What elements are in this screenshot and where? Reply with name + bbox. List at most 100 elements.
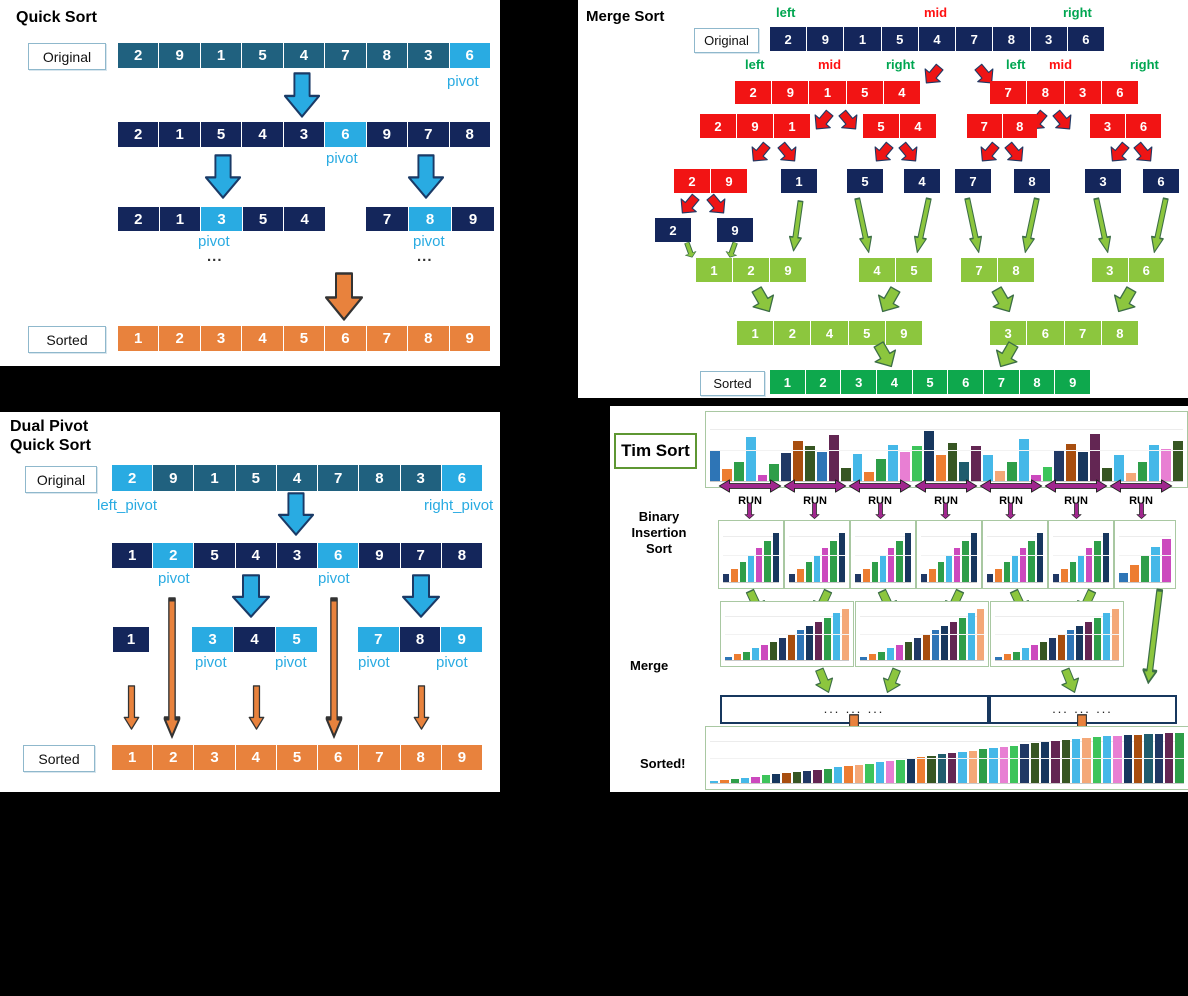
array-cell: 1 — [112, 543, 153, 568]
bar — [1090, 433, 1100, 481]
merge-arrow-icon — [914, 197, 932, 254]
bar — [962, 540, 969, 582]
array-cell: 9 — [772, 81, 809, 104]
bar — [1067, 630, 1074, 660]
run-label: RUN — [803, 495, 827, 507]
array-cell: 5 — [896, 258, 932, 282]
array-cell: 3 — [400, 465, 441, 491]
bar — [1123, 735, 1133, 783]
ellipsis: ... — [207, 248, 223, 265]
left-label: left — [1006, 57, 1026, 72]
bar — [806, 626, 813, 660]
right-label: right — [1063, 5, 1092, 20]
bar-chart — [860, 607, 984, 661]
array-cell: 7 — [1064, 321, 1101, 345]
bar — [834, 767, 843, 783]
array-cell: 4 — [904, 169, 940, 193]
bar-chart — [1053, 526, 1109, 583]
array-cell: 8 — [441, 543, 482, 568]
array-cell: 6 — [1027, 321, 1064, 345]
merge-arrow-icon — [1151, 197, 1169, 254]
bar — [743, 651, 750, 660]
bar — [830, 540, 837, 582]
array-cell: 3 — [283, 122, 325, 147]
right-label: right — [1130, 57, 1159, 72]
down-arrow-icon — [248, 685, 265, 730]
bar — [935, 455, 946, 481]
bar — [923, 431, 934, 481]
bar — [1049, 638, 1056, 660]
bar — [1094, 540, 1101, 582]
bar — [863, 568, 870, 582]
array-cell: 7 — [984, 370, 1019, 394]
split-arrow-icon — [898, 141, 918, 162]
bar — [1162, 539, 1171, 582]
pivot-label: pivot — [358, 654, 390, 671]
bar — [1151, 547, 1161, 582]
bar — [769, 464, 780, 481]
array-cell: 3 — [1085, 169, 1121, 193]
pivot-label: pivot — [326, 150, 358, 167]
array-cell: 4 — [283, 43, 325, 68]
array-cell: 4 — [276, 465, 318, 491]
bar — [1144, 734, 1153, 783]
bar — [885, 761, 895, 783]
array-cell: 2 — [153, 745, 194, 770]
array-cell: 2 — [735, 81, 772, 104]
bar — [995, 470, 1005, 481]
array-cell: 2 — [805, 370, 841, 394]
array-cell: 1 — [696, 258, 732, 282]
array-cell: 6 — [1067, 27, 1104, 51]
bar — [824, 617, 831, 660]
array-cell: 1 — [194, 465, 235, 491]
array-cell: 3 — [200, 326, 242, 351]
left-pivot-label: left_pivot — [97, 497, 158, 514]
array-cell: 6 — [441, 465, 482, 491]
bar — [1058, 634, 1065, 660]
bar — [947, 753, 957, 783]
bar — [725, 656, 732, 660]
bar — [916, 757, 926, 783]
array-row: 4 — [904, 169, 940, 193]
split-arrow-icon — [1133, 141, 1153, 162]
run-range-arrow-icon — [1044, 479, 1108, 493]
bar-chart — [710, 732, 1184, 784]
array-cell: 8 — [408, 326, 449, 351]
array-cell: 6 — [325, 122, 366, 147]
bar-chart — [921, 526, 977, 583]
bar — [770, 641, 777, 660]
run-label: RUN — [738, 495, 762, 507]
merge-label: Merge — [630, 658, 669, 673]
bar — [959, 461, 970, 481]
array-cell: 2 — [655, 218, 691, 242]
run-chart-box — [982, 520, 1048, 589]
array-cell: 9 — [441, 745, 482, 770]
array-row: 1 — [113, 627, 149, 652]
bar — [1173, 441, 1183, 481]
bar — [1102, 532, 1109, 582]
run-label: RUN — [868, 495, 892, 507]
array-cell: 1 — [112, 745, 153, 770]
array-row: 3 — [1085, 169, 1121, 193]
bar — [927, 755, 936, 783]
panel-title: Quick Sort — [16, 9, 97, 26]
bar — [840, 468, 851, 481]
bar — [995, 656, 1002, 660]
initial-chart-box — [705, 411, 1188, 488]
pivot-label: pivot — [413, 233, 445, 250]
array-cell: 6 — [449, 43, 490, 68]
bar — [878, 651, 885, 660]
merge-arrow-icon — [1093, 197, 1111, 254]
run-range-arrow-icon — [718, 479, 782, 493]
run-label: RUN — [1129, 495, 1153, 507]
array-cell: 5 — [846, 81, 883, 104]
bar-chart — [995, 607, 1119, 661]
array-cell: 9 — [441, 627, 483, 652]
array-cell: 4 — [918, 27, 956, 51]
bar — [1051, 741, 1060, 783]
mid-label: mid — [1049, 57, 1073, 72]
bar — [1006, 461, 1017, 481]
array-cell: 3 — [194, 745, 235, 770]
